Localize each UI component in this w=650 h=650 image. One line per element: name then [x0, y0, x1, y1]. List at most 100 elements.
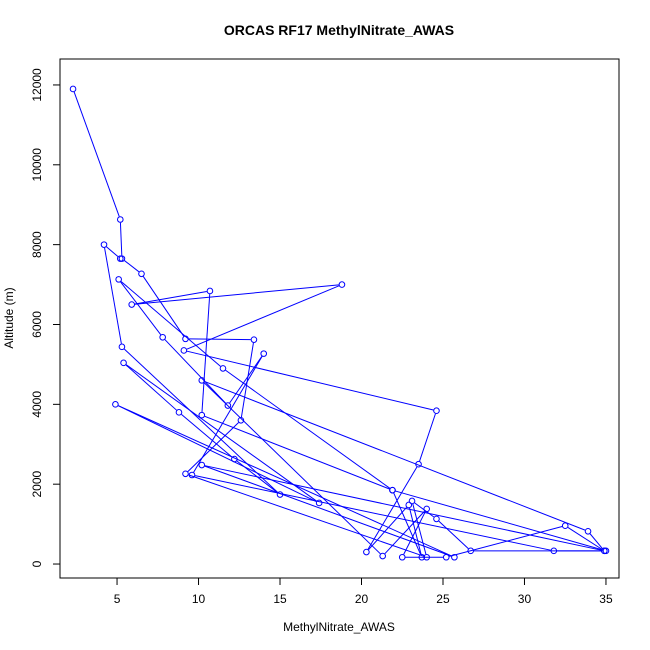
- series-segment: [193, 356, 263, 473]
- data-point: [182, 470, 189, 478]
- data-point: [405, 501, 413, 509]
- x-axis-label: MethylNitrate_AWAS: [283, 620, 395, 634]
- series-segment: [164, 339, 227, 404]
- x-tick-label: 30: [518, 592, 532, 606]
- data-point: [224, 402, 232, 409]
- series-segment: [384, 510, 425, 555]
- chart-title: ORCAS RF17 MethylNitrate_AWAS: [224, 22, 454, 38]
- series-segment: [134, 284, 339, 305]
- series-segment: [118, 405, 452, 557]
- series-segment: [142, 276, 185, 337]
- data-point: [198, 377, 206, 384]
- series-segment: [403, 511, 426, 555]
- series-segment: [225, 369, 391, 489]
- data-point: [415, 460, 422, 468]
- series-segment: [201, 294, 211, 412]
- data-point: [408, 497, 416, 505]
- data-point: [260, 350, 268, 357]
- data-point: [198, 411, 206, 419]
- series-segment: [195, 475, 551, 551]
- data-point: [276, 491, 284, 498]
- series-segment: [187, 422, 239, 472]
- data-point: [550, 547, 558, 555]
- data-point: [198, 461, 206, 469]
- x-tick-label: 10: [192, 592, 206, 606]
- data-point: [379, 552, 386, 560]
- series-segment: [589, 533, 603, 549]
- data-point: [206, 287, 214, 295]
- data-point: [138, 270, 145, 278]
- data-point: [180, 347, 188, 354]
- data-point: [159, 333, 166, 341]
- data-point: [423, 553, 430, 561]
- data-point: [100, 241, 108, 248]
- data-point: [467, 547, 474, 555]
- series-segment: [395, 490, 604, 551]
- y-tick-label: 8000: [30, 231, 44, 258]
- series-lines: [73, 91, 604, 558]
- series-segment: [134, 291, 207, 305]
- series-segment: [106, 246, 119, 257]
- series-segment: [203, 382, 381, 555]
- data-point: [69, 85, 77, 93]
- series-segment: [438, 520, 469, 550]
- series-segment: [125, 364, 177, 411]
- data-point: [433, 407, 440, 415]
- data-point: [389, 486, 396, 494]
- data-point: [561, 522, 569, 530]
- data-point: [112, 401, 119, 408]
- data-point: [433, 515, 440, 523]
- series-segment: [188, 474, 424, 557]
- series-segment: [204, 415, 390, 490]
- series-segment: [181, 413, 233, 458]
- data-point: [175, 409, 183, 416]
- series-segment: [125, 364, 317, 502]
- data-point: [423, 505, 430, 513]
- series-segment: [419, 413, 436, 462]
- data-point: [250, 336, 258, 343]
- data-point: [398, 553, 406, 561]
- x-axis: 5 10 15 20 25 30 35: [114, 577, 613, 606]
- x-tick-label: 20: [355, 592, 369, 606]
- data-point: [120, 359, 127, 367]
- x-tick-label: 25: [436, 592, 450, 606]
- series-segment: [73, 91, 120, 217]
- x-tick-label: 15: [273, 592, 287, 606]
- data-point: [118, 343, 126, 351]
- series-points: [69, 85, 610, 561]
- series-segment: [367, 466, 418, 550]
- series-segment: [393, 492, 421, 555]
- series-segment: [567, 527, 602, 550]
- y-tick-label: 12000: [30, 68, 44, 102]
- series-segment: [104, 247, 122, 344]
- y-axis-label: Altitude (m): [2, 287, 16, 348]
- y-tick-label: 0: [30, 560, 44, 567]
- series-segment: [229, 355, 263, 404]
- data-point: [117, 216, 124, 223]
- series-segment: [186, 350, 434, 411]
- series-segment: [120, 281, 221, 367]
- data-point: [182, 335, 189, 343]
- series-segment: [188, 338, 251, 341]
- data-point: [115, 276, 122, 283]
- series-segment: [236, 460, 278, 493]
- data-point: [188, 471, 196, 479]
- x-tick-label: 35: [599, 592, 613, 606]
- data-point: [237, 417, 245, 424]
- series-segment: [240, 342, 254, 418]
- series-segment: [204, 465, 452, 557]
- data-point: [128, 301, 136, 308]
- series-segment: [124, 260, 140, 273]
- data-point: [231, 455, 238, 463]
- y-tick-label: 10000: [30, 148, 44, 182]
- y-tick-label: 6000: [30, 311, 44, 338]
- data-point: [219, 365, 227, 372]
- data-point: [363, 548, 370, 556]
- series-segment: [186, 285, 340, 350]
- data-point: [584, 527, 592, 535]
- series-segment: [204, 381, 586, 531]
- data-point: [338, 281, 346, 288]
- x-tick-label: 5: [114, 592, 121, 606]
- y-axis: 0 2000 4000 6000 8000 10000 12000: [30, 68, 61, 567]
